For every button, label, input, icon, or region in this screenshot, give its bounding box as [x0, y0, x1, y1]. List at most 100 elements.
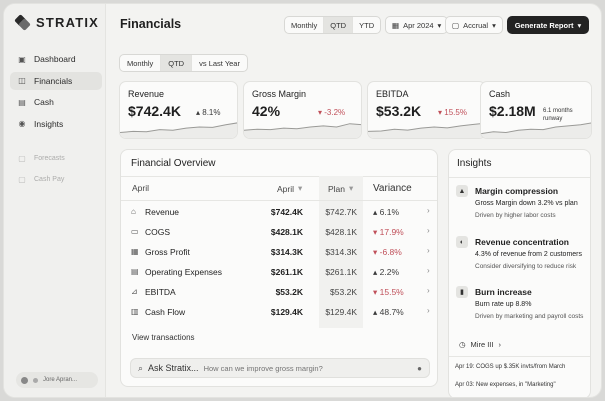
row-variance-value: -6.8% — [379, 247, 402, 257]
kpi-title: Gross Margin — [252, 89, 307, 99]
chevron-right-icon[interactable]: › — [427, 226, 430, 235]
burn-icon: ▮ — [456, 286, 468, 298]
chevron-right-icon[interactable]: › — [427, 266, 430, 275]
row-variance-value: 6.1% — [379, 207, 400, 217]
chevron-right-icon[interactable]: › — [427, 206, 430, 215]
basis-select[interactable]: ▢ Accrual ▾ — [445, 16, 503, 34]
ask-stratix-bar[interactable]: ⌕ Ask Stratix... ● — [130, 358, 430, 378]
sidebar-nav: ▣ Dashboard ◫ Financials ▤ Cash ◉ Insigh… — [10, 50, 102, 136]
insight-item[interactable]: ▲ Margin compression Gross Margin down 3… — [455, 185, 589, 225]
date-select[interactable]: ▦ Apr 2024 ▾ — [385, 16, 449, 34]
sidebar-item-financials[interactable]: ◫ Financials — [10, 71, 102, 90]
chevron-right-icon[interactable]: › — [427, 246, 430, 255]
table-row[interactable]: ▦ Gross Profit $314.3K $314.3K ▾ -6.8% › — [121, 242, 437, 262]
kpi-card-cash[interactable]: Cash $2.18M 6.1 months runway — [480, 81, 592, 139]
column-header-actual[interactable]: April ▾ — [277, 183, 302, 194]
tab-period-monthly[interactable]: Monthly — [120, 55, 162, 71]
kpi-value: $53.2K — [376, 103, 422, 119]
page-title: Financials — [120, 17, 182, 31]
arrow-up-icon: ▴ — [196, 108, 201, 117]
insight-detail: Burn rate up 8.8% — [475, 301, 532, 308]
table-row[interactable]: ▥ Cash Flow $129.4K $129.4K ▴ 48.7% › — [121, 302, 437, 322]
sparkline-line — [481, 122, 591, 135]
column-header-plan[interactable]: Plan ▾ — [328, 183, 353, 194]
row-label: Operating Expenses — [145, 267, 223, 277]
tab-ytd[interactable]: YTD — [359, 20, 375, 30]
ask-label: Ask Stratix... — [148, 363, 199, 373]
row-label: Revenue — [145, 207, 180, 217]
kpi-value: $2.18M — [489, 103, 536, 119]
sidebar-item-insights[interactable]: ◉ Insights — [10, 115, 102, 133]
chevron-right-icon[interactable]: › — [427, 306, 430, 315]
activity-event[interactable]: Apr 19: COGS up $.35K invts/from March — [455, 364, 566, 370]
sidebar-item-cash-pay[interactable]: ▢ Cash Pay — [10, 171, 102, 187]
insights-icon: ◉ — [18, 119, 26, 128]
insight-subtext: Driven by higher labor costs — [475, 212, 556, 219]
avatar — [21, 376, 28, 384]
panel-title: Financial Overview — [131, 158, 216, 169]
runway-note: 6.1 months runway — [543, 107, 573, 123]
generate-report-label: Generate Report — [514, 20, 574, 30]
insight-subtext: Consider diversifying to reduce risk — [475, 263, 577, 270]
gross-profit-icon: ▦ — [131, 247, 139, 256]
kpi-card-revenue[interactable]: Revenue $742.4K ▴ 8.1% — [119, 81, 238, 139]
tab-period-qtd[interactable]: QTD — [161, 55, 193, 71]
cogs-icon: ▭ — [131, 227, 139, 236]
row-variance: ▾ 17.9% — [373, 227, 404, 238]
sidebar-item-dashboard[interactable]: ▣ Dashboard — [10, 50, 102, 68]
kpi-title: Revenue — [128, 89, 165, 99]
row-label: COGS — [145, 227, 171, 237]
view-transactions-link[interactable]: View transactions — [132, 333, 195, 342]
user-menu[interactable]: Jore Apran... — [16, 372, 98, 388]
row-variance-value: 48.7% — [379, 307, 404, 317]
tab-period-vs-last-year[interactable]: vs Last Year — [199, 58, 240, 68]
column-header-metric[interactable]: April — [132, 183, 150, 193]
status-dot-icon — [33, 377, 38, 383]
insight-item[interactable]: ◐ Revenue concentration 4.3% of revenue … — [455, 236, 589, 276]
microphone-icon[interactable]: ● — [417, 363, 422, 373]
chevron-right-icon[interactable]: › — [427, 286, 430, 295]
more-insights-link[interactable]: ◷ Mire III › — [459, 340, 501, 349]
tab-qtd[interactable]: QTD — [324, 17, 354, 33]
kpi-delta: ▴ 8.1% — [196, 108, 220, 117]
kpi-sparkline — [120, 122, 237, 138]
table-row[interactable]: ▤ Operating Expenses $261.1K $261.1K ▴ 2… — [121, 262, 437, 282]
calendar-icon: ▦ — [392, 20, 400, 30]
kpi-card-gross-margin[interactable]: Gross Margin 42% ▾ -3.2% — [243, 81, 362, 139]
insight-title: Burn increase — [475, 287, 532, 297]
sort-icon: ▾ — [349, 183, 354, 193]
revenue-icon: ⌂ — [131, 207, 136, 216]
clock-icon: ◷ — [459, 340, 466, 349]
sidebar-item-label: Cash — [34, 97, 54, 107]
row-label: Gross Profit — [145, 247, 190, 257]
activity-event[interactable]: Apr 03: New expenses, in "Marketing" — [455, 382, 556, 388]
divider — [449, 177, 590, 178]
sidebar-item-label: Financials — [34, 75, 73, 86]
panel-title: Insights — [457, 158, 492, 169]
row-variance-value: 15.5% — [379, 287, 404, 297]
kpi-title: EBITDA — [376, 89, 409, 99]
kpi-card-ebitda[interactable]: EBITDA $53.2K ▾ 15.5% — [367, 81, 486, 139]
tab-monthly[interactable]: Monthly — [285, 17, 325, 33]
arrow-down-icon: ▾ — [373, 287, 380, 297]
row-plan: $314.3K — [325, 247, 357, 257]
column-header-variance[interactable]: Variance — [373, 183, 412, 194]
row-variance: ▾ -6.8% — [373, 247, 402, 258]
sidebar-item-cash[interactable]: ▤ Cash — [10, 93, 102, 111]
divider — [121, 200, 437, 201]
sidebar-item-forecasts[interactable]: ▢ Forecasts — [10, 150, 102, 166]
row-variance: ▴ 2.2% — [373, 267, 399, 278]
insight-item[interactable]: ▮ Burn increase Burn rate up 8.8% Driven… — [455, 286, 589, 326]
chevron-down-icon: ▾ — [492, 20, 496, 30]
ask-input[interactable] — [203, 363, 413, 373]
sort-icon: ▾ — [298, 183, 303, 193]
generate-report-button[interactable]: Generate Report ▾ — [507, 16, 589, 34]
table-row[interactable]: ▭ COGS $428.1K $428.1K ▾ 17.9% › — [121, 222, 437, 242]
table-row[interactable]: ⌂ Revenue $742.4K $742.7K ▴ 6.1% › — [121, 202, 437, 222]
date-select-label: Apr 2024 — [403, 20, 434, 30]
brand[interactable]: STRATIX — [16, 15, 99, 30]
table-row[interactable]: ⊿ EBITDA $53.2K $53.2K ▾ 15.5% › — [121, 282, 437, 302]
row-actual: $53.2K — [275, 287, 303, 297]
user-name: Jore Apran... — [43, 377, 78, 383]
sidebar-item-label: Insights — [34, 118, 64, 129]
